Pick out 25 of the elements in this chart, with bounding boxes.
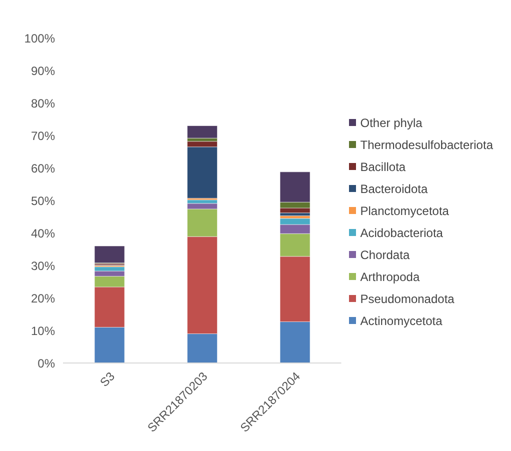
y-tick-label: 60% — [30, 161, 56, 176]
legend-label: Planctomycetota — [360, 204, 449, 218]
legend-label: Other phyla — [360, 116, 422, 130]
bar — [187, 126, 218, 138]
legend-label: Acidobacteriota — [360, 226, 443, 240]
legend-label: Arthropoda — [360, 270, 420, 284]
y-tick-label: 30% — [30, 258, 56, 273]
y-tick-label: 100% — [24, 31, 56, 46]
y-tick-label: 80% — [30, 96, 56, 110]
y-tick-label: 90% — [30, 64, 56, 78]
legend-label: Pseudomonadota — [360, 292, 454, 306]
y-tick-label: 0% — [38, 356, 56, 370]
bar — [280, 212, 310, 216]
x-tick-label: S3 — [97, 369, 118, 390]
legend-label: Thermodesulfobacteriota — [360, 138, 493, 152]
y-tick-label: 10% — [30, 324, 56, 338]
y-tick-label: 40% — [30, 226, 56, 240]
legend-label: Bacteroidota — [360, 182, 428, 196]
y-tick-label: 70% — [30, 128, 56, 143]
legend-label: Bacillota — [360, 160, 406, 174]
bar — [94, 246, 125, 264]
legend-label: Chordata — [360, 248, 410, 262]
y-tick-label: 20% — [30, 291, 56, 306]
y-tick-label: 50% — [30, 194, 56, 208]
legend-label: Actinomycetota — [360, 314, 442, 328]
